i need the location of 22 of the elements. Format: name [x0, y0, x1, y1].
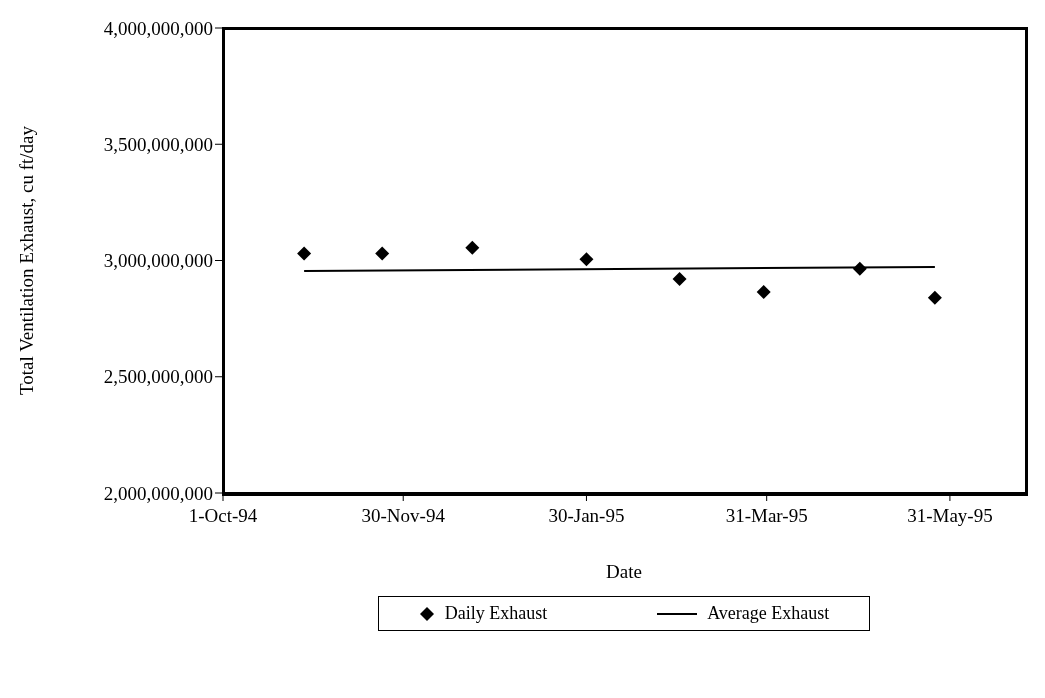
point [927, 290, 942, 305]
point [375, 246, 390, 261]
legend-label: Average Exhaust [707, 603, 830, 624]
y-tick-label: 2,000,000,000 [103, 482, 213, 504]
point [852, 261, 867, 276]
y-tick-label: 4,000,000,000 [103, 17, 213, 39]
point [297, 246, 312, 261]
x-tick-label: 30-Nov-94 [361, 505, 446, 527]
y-axis-title: Total Ventilation Exhaust, cu ft/day [15, 125, 37, 396]
x-axis-title: Date [606, 561, 642, 582]
x-tick-label: 31-May-95 [907, 505, 993, 527]
point [465, 240, 480, 255]
y-tick-label: 2,500,000,000 [103, 366, 213, 388]
point [672, 272, 687, 287]
point [756, 284, 771, 299]
y-tick-label: 3,000,000,000 [103, 250, 213, 272]
x-tick-label: 1-Oct-94 [188, 505, 258, 527]
y-tick-label: 3,500,000,000 [103, 133, 213, 155]
legend-label: Daily Exhaust [444, 603, 548, 624]
x-tick-label: 30-Jan-95 [548, 505, 625, 527]
point [579, 252, 594, 267]
x-tick-label: 31-Mar-95 [725, 505, 808, 527]
